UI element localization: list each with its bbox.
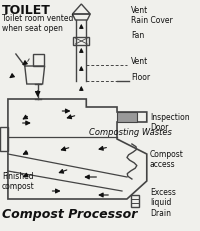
Text: Inspection
Door: Inspection Door <box>150 112 189 132</box>
Text: Compost
access: Compost access <box>150 149 184 169</box>
Text: Floor: Floor <box>131 73 150 82</box>
Bar <box>117 112 137 122</box>
Bar <box>33 55 44 67</box>
Text: Fan: Fan <box>131 31 144 40</box>
Text: Composting Wastes: Composting Wastes <box>89 128 172 137</box>
Text: Finished
compost: Finished compost <box>2 171 35 191</box>
Text: Excess
liquid
Drain: Excess liquid Drain <box>150 187 176 217</box>
Text: Vent: Vent <box>131 57 148 66</box>
Bar <box>73 38 89 46</box>
Text: Compost Processor: Compost Processor <box>2 207 137 220</box>
Text: TOILET: TOILET <box>2 4 51 17</box>
Text: Vent
Rain Cover: Vent Rain Cover <box>131 6 173 25</box>
Bar <box>131 195 139 207</box>
Text: Toilet room vented
when seat open: Toilet room vented when seat open <box>2 14 73 33</box>
